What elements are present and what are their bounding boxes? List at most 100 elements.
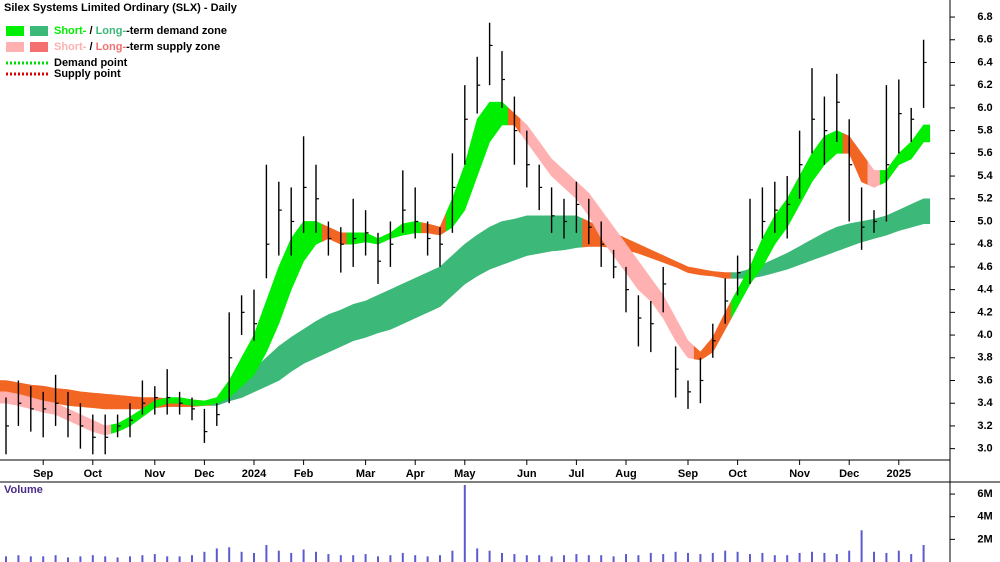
x-tick-label: Oct	[728, 468, 747, 480]
y-tick-label: 6.2	[977, 79, 992, 91]
volume-bar	[538, 555, 541, 562]
legend-text: Long-	[96, 25, 127, 37]
volume-bars	[5, 485, 925, 562]
volume-bar	[414, 555, 417, 562]
legend-text: Long-	[96, 41, 127, 53]
volume-bar	[277, 550, 280, 562]
volume-bar	[178, 556, 181, 562]
y-tick-label: 4.4	[977, 284, 993, 296]
y-tick-label: 5.4	[977, 170, 993, 182]
volume-bar	[141, 555, 144, 562]
volume-bar	[42, 556, 45, 562]
volume-bar	[215, 548, 218, 562]
volume-bar	[265, 545, 268, 562]
volume-bar	[5, 556, 7, 562]
zone-segment	[495, 219, 509, 268]
y-tick-label: 3.0	[977, 443, 992, 455]
y-tick-label: 3.8	[977, 352, 992, 364]
x-tick-label: Nov	[144, 468, 166, 480]
volume-tick-label: 4M	[977, 511, 992, 523]
volume-bar	[649, 552, 652, 562]
volume-bar	[637, 555, 640, 562]
volume-bar	[116, 557, 119, 562]
zone-segment	[321, 311, 335, 356]
volume-bar	[773, 555, 776, 562]
zone-segment	[470, 230, 484, 281]
volume-bar	[749, 554, 751, 562]
volume-bar	[253, 552, 255, 562]
volume-bar	[17, 555, 20, 562]
volume-bar	[488, 550, 491, 562]
zone-segment	[98, 393, 112, 410]
zone-segment	[111, 394, 125, 410]
y-tick-label: 6.6	[977, 34, 992, 46]
zone-segment	[309, 317, 323, 362]
volume-bar	[389, 555, 392, 562]
volume-tick-label: 6M	[977, 488, 992, 500]
legend-label: Short- / Long--term demand zone	[54, 25, 227, 37]
volume-bar	[724, 550, 727, 562]
volume-bar	[798, 552, 801, 562]
volume-bar	[240, 551, 243, 562]
volume-bar	[563, 555, 565, 562]
volume-bar	[885, 552, 888, 562]
volume-tick-label: 2M	[977, 533, 992, 545]
volume-bar	[426, 556, 429, 562]
x-tick-label: Jul	[568, 468, 584, 480]
x-tick-label: Jun	[517, 468, 537, 480]
volume-bar	[191, 555, 193, 562]
volume-bar	[736, 551, 739, 562]
volume-bar	[302, 549, 305, 562]
volume-bar	[451, 550, 454, 562]
volume-bar	[711, 552, 714, 562]
zone-segment	[830, 225, 844, 254]
volume-bar	[761, 552, 764, 562]
volume-bar	[228, 547, 231, 562]
volume-bar	[662, 554, 665, 562]
volume-bar	[153, 554, 156, 562]
legend-label: Demand point	[54, 57, 128, 69]
volume-bar	[550, 556, 553, 562]
volume-bar	[612, 556, 615, 562]
legend-text: Short-	[54, 41, 87, 53]
x-tick-label: Mar	[356, 468, 376, 480]
y-tick-label: 3.4	[977, 397, 993, 409]
volume-bar	[129, 556, 131, 562]
volume-bar	[54, 555, 57, 562]
zone-segment	[507, 217, 521, 263]
legend-label: Supply point	[54, 68, 121, 80]
zone-segment	[483, 223, 497, 274]
volume-bar	[364, 554, 367, 562]
y-tick-label: 4.0	[977, 329, 992, 341]
zone-segment	[408, 274, 422, 322]
zone-segment	[532, 215, 546, 255]
volume-bar	[91, 555, 94, 562]
y-tick-label: 6.4	[977, 56, 993, 68]
volume-bar	[525, 555, 528, 562]
x-tick-label: Sep	[678, 468, 698, 480]
zone-segment	[917, 198, 931, 226]
zone-segment	[86, 392, 100, 409]
legend-text: /	[86, 41, 95, 53]
legend-text: -term demand zone	[126, 25, 227, 37]
price-bars	[5, 22, 927, 455]
x-tick-label: Oct	[84, 468, 103, 480]
volume-bar	[575, 554, 578, 562]
volume-bar	[674, 551, 677, 562]
volume-bar	[600, 555, 603, 562]
volume-bar	[625, 554, 627, 562]
volume-bar	[811, 551, 813, 562]
y-tick-label: 5.2	[977, 193, 992, 205]
volume-bar	[79, 556, 82, 562]
chart-title: Silex Systems Limited Ordinary (SLX) - D…	[4, 2, 238, 14]
volume-bar	[501, 552, 503, 562]
x-tick-label: May	[454, 468, 476, 480]
volume-bar	[439, 555, 441, 562]
zone-segment	[346, 302, 360, 345]
volume-bar	[352, 555, 355, 562]
y-tick-label: 3.6	[977, 374, 992, 386]
